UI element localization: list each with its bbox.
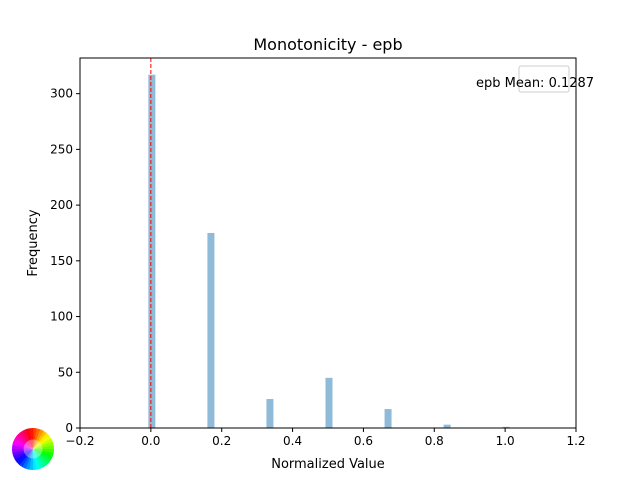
bars-group [148, 74, 510, 429]
x-axis-label: Normalized Value [271, 457, 385, 472]
x-tick-label: 0.8 [425, 434, 444, 448]
legend-text: epb Mean: 0.1287 [476, 76, 594, 91]
x-tick-label: 0.4 [283, 434, 302, 448]
histogram-bar [207, 232, 215, 428]
y-axis-ticks: 0 50 100 150 200 250 300 [50, 87, 80, 435]
histogram-bar [384, 409, 392, 428]
histogram-bar [148, 74, 156, 429]
color-wheel-icon [12, 428, 55, 470]
y-tick-label: 150 [50, 254, 73, 268]
y-tick-label: 300 [50, 87, 73, 101]
y-tick-label: 200 [50, 198, 73, 212]
x-tick-label: −0.2 [65, 434, 94, 448]
plot-frame [79, 57, 577, 429]
y-axis-label: Frequency [26, 209, 41, 276]
x-tick-label: 1.2 [566, 434, 585, 448]
x-tick-label: 0.6 [354, 434, 373, 448]
x-axis-ticks: −0.2 0.0 0.2 0.4 0.6 0.8 1.0 1.2 [65, 428, 586, 448]
x-tick-label: 1.0 [496, 434, 515, 448]
x-tick-label: 0.0 [141, 434, 160, 448]
histogram-bar [266, 399, 274, 428]
x-tick-label: 0.2 [212, 434, 231, 448]
histogram-bar [325, 377, 333, 428]
histogram-bar [443, 424, 451, 428]
legend-box [518, 65, 570, 93]
histogram-bar [502, 426, 510, 428]
y-tick-label: 250 [50, 142, 73, 156]
y-tick-label: 0 [65, 421, 73, 435]
chart-title: Monotonicity - epb [253, 35, 402, 54]
y-tick-label: 50 [58, 365, 73, 379]
y-tick-label: 100 [50, 310, 73, 324]
